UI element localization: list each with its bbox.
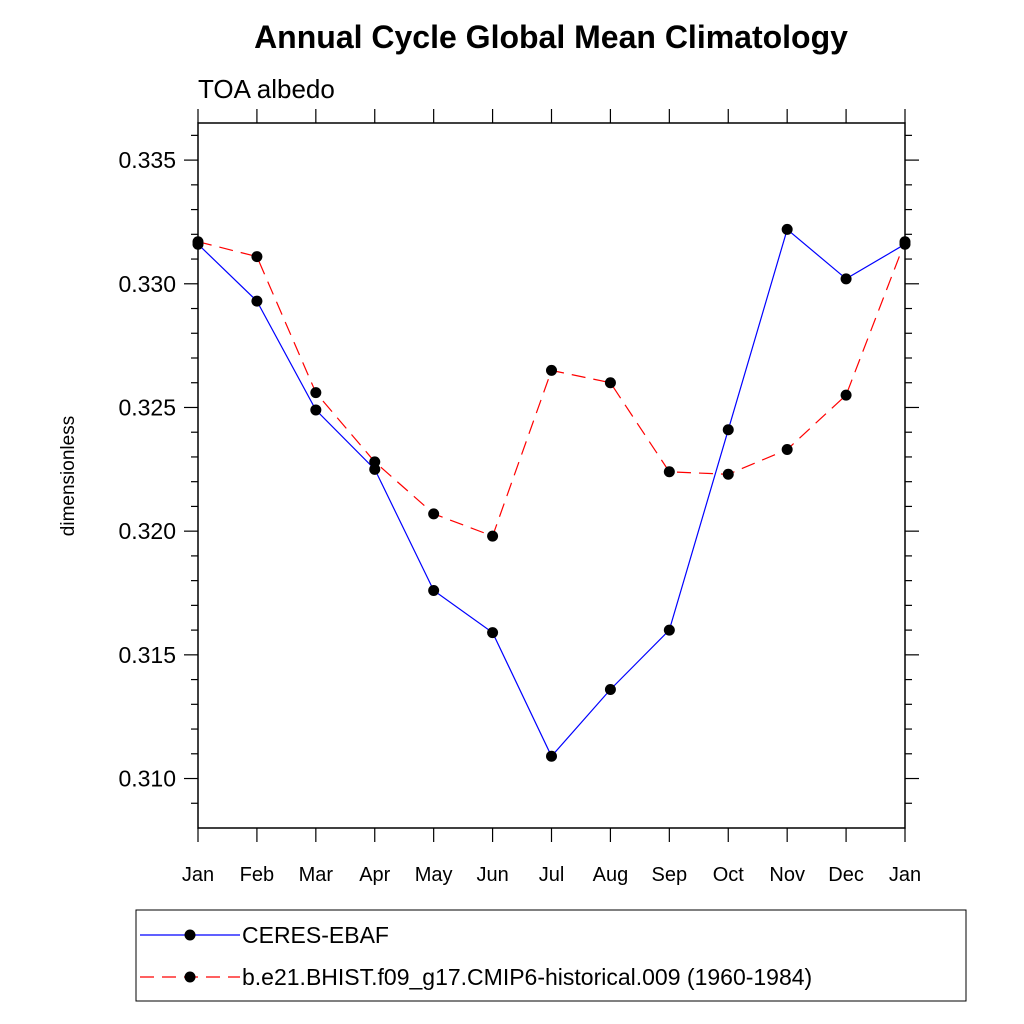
chart-subtitle: TOA albedo <box>198 74 335 104</box>
x-tick-label: Aug <box>593 864 629 886</box>
x-tick-label: Apr <box>359 864 390 886</box>
data-point-series-0 <box>310 404 322 416</box>
x-tick-label: May <box>415 864 453 886</box>
data-point-series-1 <box>722 468 734 480</box>
chart-title: Annual Cycle Global Mean Climatology <box>254 19 848 55</box>
data-point-series-1 <box>251 251 263 263</box>
plot-frame <box>197 122 906 829</box>
data-point-series-0 <box>604 683 616 695</box>
data-point-series-0 <box>546 750 557 762</box>
data-point-series-0 <box>487 627 499 639</box>
data-point-series-1 <box>310 387 322 399</box>
data-point-series-0 <box>428 585 440 597</box>
x-tick-label: Jun <box>476 864 508 886</box>
data-point-series-1 <box>604 377 616 389</box>
legend-label-ceres: CERES-EBAF <box>242 922 389 948</box>
y-axis-label: dimensionless <box>58 416 79 536</box>
x-tick-label: Nov <box>769 864 805 886</box>
y-tick-label: 0.315 <box>118 642 176 668</box>
legend-marker-model <box>184 971 196 983</box>
y-tick-label: 0.335 <box>118 147 176 173</box>
y-tick-label: 0.320 <box>118 518 176 544</box>
data-point-series-1 <box>663 466 675 478</box>
data-point-series-1 <box>546 364 557 376</box>
data-point-series-1 <box>428 508 440 520</box>
legend-label-model: b.e21.BHIST.f09_g17.CMIP6-historical.009… <box>242 964 812 990</box>
x-tick-label: Feb <box>240 864 274 886</box>
y-tick-label: 0.325 <box>118 394 176 420</box>
y-tick-label: 0.310 <box>118 766 176 792</box>
x-tick-label: Oct <box>713 864 745 886</box>
x-tick-label: Jan <box>889 864 921 886</box>
x-tick-label: Sep <box>652 864 688 886</box>
x-tick-label: Jul <box>539 864 565 886</box>
data-point-series-1 <box>840 389 852 401</box>
data-point-series-1 <box>192 236 204 248</box>
data-point-series-0 <box>840 273 852 285</box>
series-line-0 <box>197 228 906 758</box>
y-tick-label: 0.330 <box>118 271 176 297</box>
data-point-series-1 <box>487 530 499 542</box>
data-point-series-0 <box>781 223 793 235</box>
data-point-series-0 <box>722 424 734 436</box>
x-tick-label: Mar <box>299 864 334 886</box>
data-point-series-0 <box>663 624 675 636</box>
data-point-series-1 <box>781 444 793 456</box>
legend-box <box>135 909 967 1002</box>
data-point-series-0 <box>251 295 263 307</box>
data-point-series-1 <box>369 456 381 468</box>
x-tick-label: Dec <box>828 864 864 886</box>
data-point-series-1 <box>899 236 911 248</box>
legend-marker-ceres <box>184 929 196 941</box>
x-tick-label: Jan <box>182 864 214 886</box>
